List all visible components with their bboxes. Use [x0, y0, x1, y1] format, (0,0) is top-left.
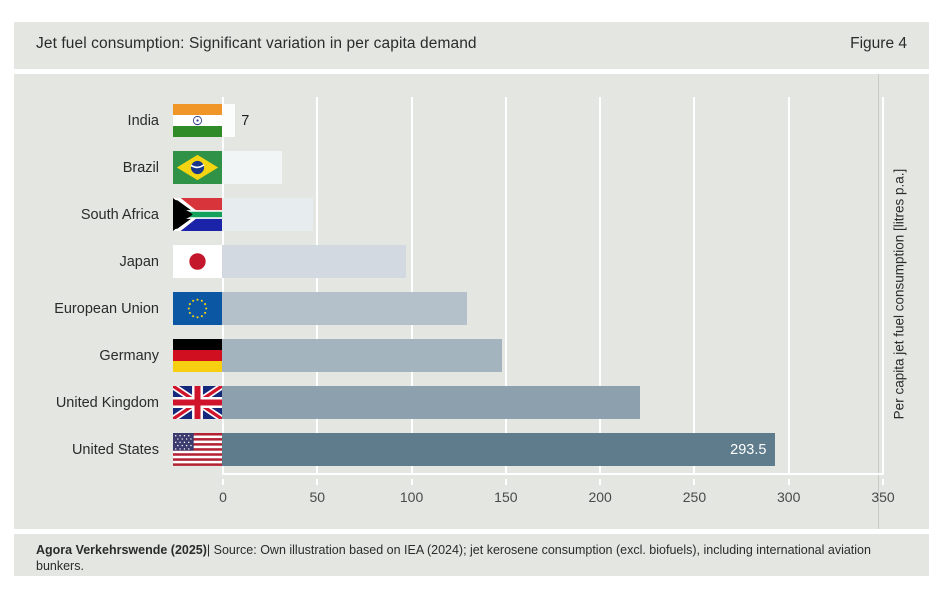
bar-row: 7	[222, 104, 882, 137]
category-label-wrap: United States	[14, 426, 159, 473]
flag-united-states-icon	[173, 433, 222, 466]
bar-india[interactable]	[222, 104, 236, 137]
x-axis-tick-label: 250	[682, 489, 707, 505]
x-axis-tick-label: 50	[309, 489, 326, 505]
bar-value-label: 293.5	[730, 441, 767, 458]
figure-header: Jet fuel consumption: Significant variat…	[14, 22, 929, 69]
figure-footer: Agora Verkehrswende (2025)| Source: Own …	[14, 534, 929, 576]
bar-row	[222, 386, 882, 419]
category-label-wrap: Germany	[14, 332, 159, 379]
category-label-wrap: Japan	[14, 238, 159, 285]
x-axis-tick-label: 350	[871, 489, 895, 505]
category-label-united-states: United States	[71, 441, 159, 458]
source-separator: |	[206, 543, 211, 557]
flag-japan-icon	[173, 245, 222, 278]
category-label-south-africa: South Africa	[80, 206, 159, 223]
bar-row	[222, 198, 882, 231]
bar-european-union[interactable]	[222, 292, 468, 325]
flag-brazil-icon	[173, 151, 222, 184]
x-axis-line	[222, 473, 884, 475]
x-axis-tick-label: 0	[219, 489, 227, 505]
flag-united-kingdom-icon	[173, 386, 222, 419]
bar-brazil[interactable]	[222, 151, 282, 184]
category-label-japan: Japan	[119, 253, 159, 270]
x-axis-tick-label: 300	[777, 489, 801, 505]
category-label-india: India	[127, 112, 159, 129]
category-label-european-union: European Union	[54, 300, 159, 317]
gridline	[504, 97, 507, 473]
gridline	[410, 97, 413, 473]
bar-row	[222, 245, 882, 278]
category-label-germany: Germany	[99, 347, 159, 364]
category-label-wrap: India	[14, 97, 159, 144]
category-label-wrap: European Union	[14, 285, 159, 332]
gridline	[599, 97, 602, 473]
bar-row: 293.5	[222, 433, 882, 466]
bar-japan[interactable]	[222, 245, 406, 278]
bar-row	[222, 292, 882, 325]
source-note: Agora Verkehrswende (2025)| Source: Own …	[36, 542, 907, 574]
flag-european-union-icon	[173, 292, 222, 325]
category-label-wrap: South Africa	[14, 191, 159, 238]
source-publisher: Agora Verkehrswende (2025)	[36, 543, 207, 557]
x-axis-tick	[882, 479, 884, 485]
flag-india-icon	[173, 104, 222, 137]
bar-row	[222, 151, 882, 184]
flag-germany-icon	[173, 339, 222, 372]
y-axis-title-label: Per capita jet fuel consumption [litres …	[891, 168, 907, 420]
bar-south-africa[interactable]	[222, 198, 313, 231]
bar-germany[interactable]	[222, 339, 503, 372]
x-axis-tick	[410, 479, 413, 485]
source-detail: Source: Own illustration based on IEA (2…	[36, 543, 871, 573]
x-axis-tick	[787, 479, 790, 485]
gridline	[787, 97, 790, 473]
gridline	[316, 97, 319, 473]
gridline	[222, 97, 224, 473]
y-axis-title: Per capita jet fuel consumption [litres …	[886, 84, 912, 504]
category-label-united-kingdom: United Kingdom	[55, 394, 159, 411]
gridline	[882, 97, 884, 473]
x-axis-tick-label: 200	[588, 489, 612, 505]
chart-panel: Per capita jet fuel consumption [litres …	[14, 74, 929, 529]
x-axis-tick	[316, 479, 319, 485]
x-axis-tick-label: 100	[399, 489, 424, 505]
flag-south-africa-icon	[173, 198, 222, 231]
bar-united-states[interactable]: 293.5	[222, 433, 776, 466]
category-label-wrap: United Kingdom	[14, 379, 159, 426]
gridline	[693, 97, 696, 473]
bar-united-kingdom[interactable]	[222, 386, 640, 419]
x-axis-tick-label: 150	[494, 489, 518, 505]
bar-value-label: 7	[241, 112, 250, 129]
axis-divider	[878, 74, 879, 529]
page-title: Jet fuel consumption: Significant variat…	[36, 35, 477, 52]
figure-container: Jet fuel consumption: Significant variat…	[14, 22, 929, 576]
category-label-brazil: Brazil	[122, 159, 159, 176]
x-axis-tick	[693, 479, 696, 485]
bar-row	[222, 339, 882, 372]
category-label-wrap: Brazil	[14, 144, 159, 191]
plot-area: 0 50 100 150 200 250 300 350 7 293.5	[219, 97, 895, 505]
figure-number: Figure 4	[850, 35, 907, 52]
x-axis-tick	[222, 479, 224, 485]
x-axis-tick	[504, 479, 507, 485]
x-axis-tick	[599, 479, 602, 485]
